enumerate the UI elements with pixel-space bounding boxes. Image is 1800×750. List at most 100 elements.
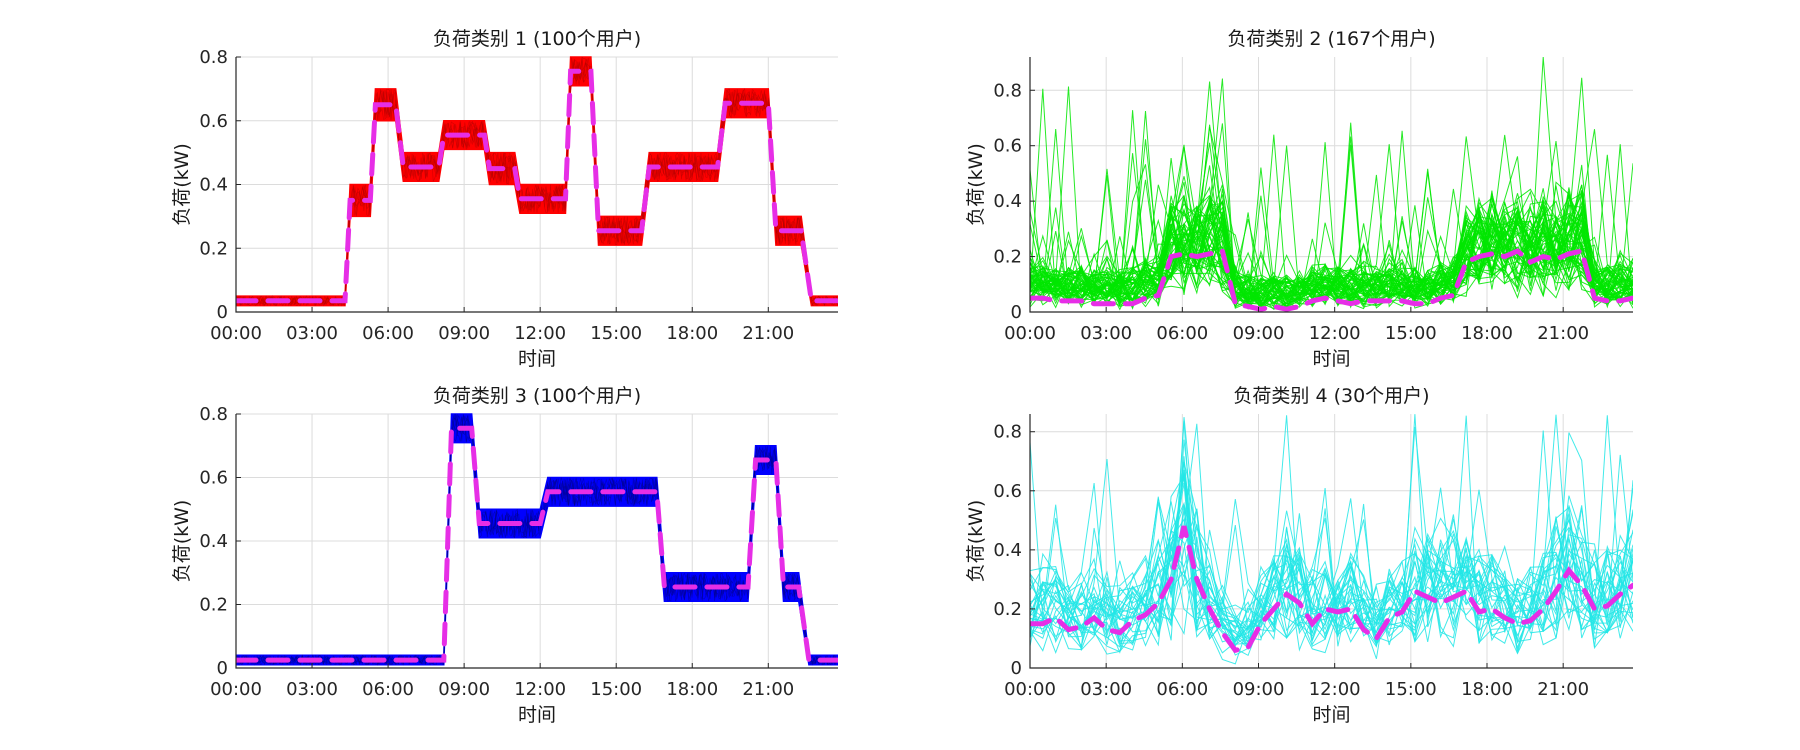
user-load-line [236,413,838,666]
y-tick-label: 0.2 [993,247,1022,268]
y-tick-label: 0.2 [199,595,228,616]
chart-title: 负荷类别 1 (100个用户) [433,28,641,50]
y-tick-label: 0.4 [993,540,1022,561]
user-load-line [1030,474,1633,648]
chart-title: 负荷类别 4 (30个用户) [1233,385,1429,407]
mean-load-line [236,425,838,663]
mean-load-line [1030,248,1633,312]
user-load-line [236,415,838,666]
x-tick-label: 09:00 [1233,323,1285,344]
y-tick-label: 0.8 [199,47,228,68]
x-tick-label: 18:00 [666,323,718,344]
mean-load-line [236,68,838,304]
x-tick-label: 21:00 [742,679,794,700]
y-tick-label: 0.6 [199,111,228,132]
x-tick-label: 03:00 [1080,679,1132,700]
panel-3: 0 0.2 0.4 0.6 0.8 00:00 03:00 06:00 09:00 12:00 15… [171,385,838,726]
y-axis-label: 负荷(kW) [965,500,987,583]
x-tick-label: 18:00 [666,679,718,700]
y-tick-label: 0.4 [993,191,1022,212]
user-load-line [1030,202,1633,309]
chart-title: 负荷类别 2 (167个用户) [1227,28,1435,50]
x-tick-label: 09:00 [438,679,490,700]
user-load-line [1030,199,1633,309]
user-load-line [1030,169,1633,308]
y-tick-label: 0.6 [993,481,1022,502]
y-tick-label: 0.4 [199,531,228,552]
user-load-line [1030,190,1633,308]
y-tick-label: 0.8 [993,80,1022,101]
user-load-line [1030,195,1633,312]
y-axis-label: 负荷(kW) [171,500,193,583]
mean-load-line [1030,525,1633,654]
y-tick-label: 0.2 [199,238,228,259]
x-tick-label: 12:00 [514,323,566,344]
user-load-line [236,58,838,307]
user-load-line [236,415,838,666]
y-axis-label: 负荷(kW) [965,143,987,226]
x-tick-label: 00:00 [210,679,262,700]
x-tick-label: 00:00 [1004,323,1056,344]
x-tick-label: 09:00 [1233,679,1285,700]
x-tick-label: 12:00 [1309,679,1361,700]
y-tick-label: 0.4 [199,175,228,196]
user-load-line [1030,511,1633,648]
user-load-line [1030,501,1633,646]
y-tick-label: 0 [217,658,228,679]
x-tick-label: 12:00 [514,679,566,700]
series-group [236,56,838,307]
grid [235,413,838,669]
x-tick-label: 06:00 [1156,679,1208,700]
user-load-line [236,415,838,666]
x-axis-label: 时间 [1312,348,1350,370]
series-group [1030,414,1633,665]
user-load-line [1030,185,1633,303]
user-load-line [1030,56,1633,310]
y-tick-label: 0.8 [993,422,1022,443]
y-tick-label: 0.6 [993,136,1022,157]
user-load-band [236,413,838,666]
panel-4: 0 0.2 0.4 0.6 0.8 00:00 03:00 06:00 09:00 12:00 15… [965,385,1633,726]
x-tick-label: 21:00 [1537,679,1589,700]
x-tick-label: 06:00 [362,323,414,344]
user-load-line [1030,110,1633,303]
x-tick-label: 15:00 [1385,679,1437,700]
chart-title: 负荷类别 3 (100个用户) [433,385,641,407]
user-load-line [1030,190,1633,308]
series-group [1030,56,1633,312]
x-axis-label: 时间 [518,348,556,370]
user-load-line [1030,508,1633,647]
user-load-line [1030,204,1633,310]
user-load-line [1030,195,1633,307]
user-load-line [236,414,838,666]
y-tick-label: 0 [217,302,228,323]
x-tick-label: 18:00 [1461,323,1513,344]
user-load-line [1030,471,1633,655]
x-tick-label: 09:00 [438,323,490,344]
y-tick-label: 0.2 [993,599,1022,620]
y-tick-label: 0.8 [199,404,228,425]
x-tick-label: 21:00 [1537,323,1589,344]
y-tick-label: 0 [1011,658,1022,679]
y-tick-label: 0.6 [199,468,228,489]
x-tick-label: 15:00 [1385,323,1437,344]
x-tick-label: 21:00 [742,323,794,344]
y-tick-label: 0 [1011,302,1022,323]
x-tick-label: 15:00 [590,679,642,700]
user-load-line [236,414,838,666]
x-tick-label: 03:00 [286,679,338,700]
user-load-line [1030,205,1633,303]
y-axis-label: 负荷(kW) [171,143,193,226]
x-tick-label: 12:00 [1309,323,1361,344]
x-axis-label: 时间 [518,704,556,726]
x-tick-label: 00:00 [210,323,262,344]
panel-2: 0 0.2 0.4 0.6 0.8 00:00 03:00 06:00 09:00 12:00 15… [965,28,1633,370]
x-tick-label: 03:00 [1080,323,1132,344]
x-tick-label: 03:00 [286,323,338,344]
x-tick-label: 15:00 [590,323,642,344]
series-group [236,413,838,666]
x-tick-label: 06:00 [1156,323,1208,344]
panel-1: 0 0.2 0.4 0.6 0.8 00:00 03:00 06:00 09:00 12:00 15… [171,28,838,370]
x-tick-label: 18:00 [1461,679,1513,700]
